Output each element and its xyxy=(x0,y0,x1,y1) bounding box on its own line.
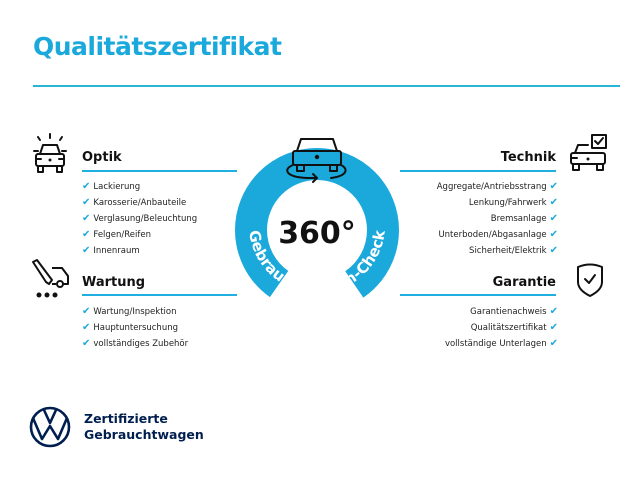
wartung-heading: Wartung xyxy=(82,275,146,290)
check-icon: ✔ xyxy=(549,213,558,224)
optik-heading: Optik xyxy=(82,150,122,165)
list-item: ✔ vollständiges Zubehör xyxy=(82,338,189,349)
check-icon: ✔ xyxy=(549,229,558,240)
list-item: Garantienachweis ✔ xyxy=(470,306,558,317)
check-icon: ✔ xyxy=(82,245,91,256)
car-checklist-icon xyxy=(570,134,607,171)
check-icon: ✔ xyxy=(549,306,558,317)
list-item: ✔ Wartung/Inspektion xyxy=(82,306,177,317)
optik-list: ✔ Lackierung ✔ Karosserie/Anbauteile ✔ Verg… xyxy=(82,179,197,259)
title-divider xyxy=(33,85,620,87)
list-item: Sicherheit/Elektrik ✔ xyxy=(469,245,558,256)
check-icon: ✔ xyxy=(82,338,91,349)
list-item: ✔ Karosserie/Anbauteile xyxy=(82,197,187,208)
technik-heading: Technik xyxy=(500,150,556,165)
check-icon: ✔ xyxy=(82,197,91,208)
list-item: Qualitätszertifikat ✔ xyxy=(470,322,558,333)
garantie-divider xyxy=(400,294,556,296)
vw-logo-icon xyxy=(29,406,71,448)
list-item: ✔ Hauptuntersuchung xyxy=(82,322,178,333)
technik-list: Aggregate/Antriebsstrang ✔ Lenkung/Fahrwe… xyxy=(380,179,558,259)
list-item: ✔ Felgen/Reifen xyxy=(82,229,152,240)
list-item: Bremsanlage ✔ xyxy=(490,213,558,224)
technik-divider xyxy=(400,170,556,172)
list-item: vollständige Unterlagen ✔ xyxy=(444,338,558,349)
check-icon: ✔ xyxy=(82,213,91,224)
check-icon: ✔ xyxy=(549,245,558,256)
wartung-divider xyxy=(82,294,237,296)
list-item: Lenkung/Fahrwerk ✔ xyxy=(468,197,558,208)
check-icon: ✔ xyxy=(82,229,91,240)
check-icon: ✔ xyxy=(82,322,91,333)
check-icon: ✔ xyxy=(549,322,558,333)
check-icon: ✔ xyxy=(549,338,558,349)
garantie-list: Garantienachweis ✔ Qualitätszertifikat ✔ v… xyxy=(380,304,558,352)
list-item: Unterboden/Abgasanlage ✔ xyxy=(438,229,558,240)
list-item: Aggregate/Antriebsstrang ✔ xyxy=(436,181,558,192)
page-title: Qualitätszertifikat xyxy=(33,32,282,61)
list-item: ✔ Lackierung xyxy=(82,181,141,192)
check-icon: ✔ xyxy=(82,306,91,317)
check-icon: ✔ xyxy=(549,181,558,192)
shield-check-icon xyxy=(577,263,603,297)
car-lights-icon xyxy=(33,133,67,173)
check-icon: ✔ xyxy=(82,181,91,192)
badge-value: 360° xyxy=(278,216,356,251)
service-tools-icon xyxy=(32,259,69,298)
optik-divider xyxy=(82,170,237,172)
list-item: ✔ Verglasung/Beleuchtung xyxy=(82,213,198,224)
brand-text: Zertifizierte Gebrauchtwagen xyxy=(84,411,204,442)
360-check-badge: 360° Gebrauchtwagen-Check xyxy=(235,138,399,312)
wartung-list: ✔ Wartung/Inspektion ✔ Hauptuntersuchung ✔… xyxy=(82,304,188,352)
car-rotate-icon xyxy=(286,138,347,183)
garantie-heading: Garantie xyxy=(492,275,556,290)
check-icon: ✔ xyxy=(549,197,558,208)
list-item: ✔ Innenraum xyxy=(82,245,140,256)
